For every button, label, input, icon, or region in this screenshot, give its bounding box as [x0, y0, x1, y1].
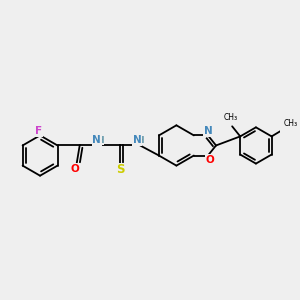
Text: N: N [92, 135, 101, 146]
Text: N: N [204, 126, 212, 136]
Text: F: F [35, 126, 43, 136]
Text: CH₃: CH₃ [224, 113, 238, 122]
Text: N: N [133, 135, 142, 146]
Text: O: O [70, 164, 79, 174]
Text: CH₃: CH₃ [284, 119, 298, 128]
Text: H: H [96, 136, 103, 145]
Text: O: O [206, 154, 214, 165]
Text: H: H [136, 136, 144, 145]
Text: S: S [116, 163, 124, 176]
